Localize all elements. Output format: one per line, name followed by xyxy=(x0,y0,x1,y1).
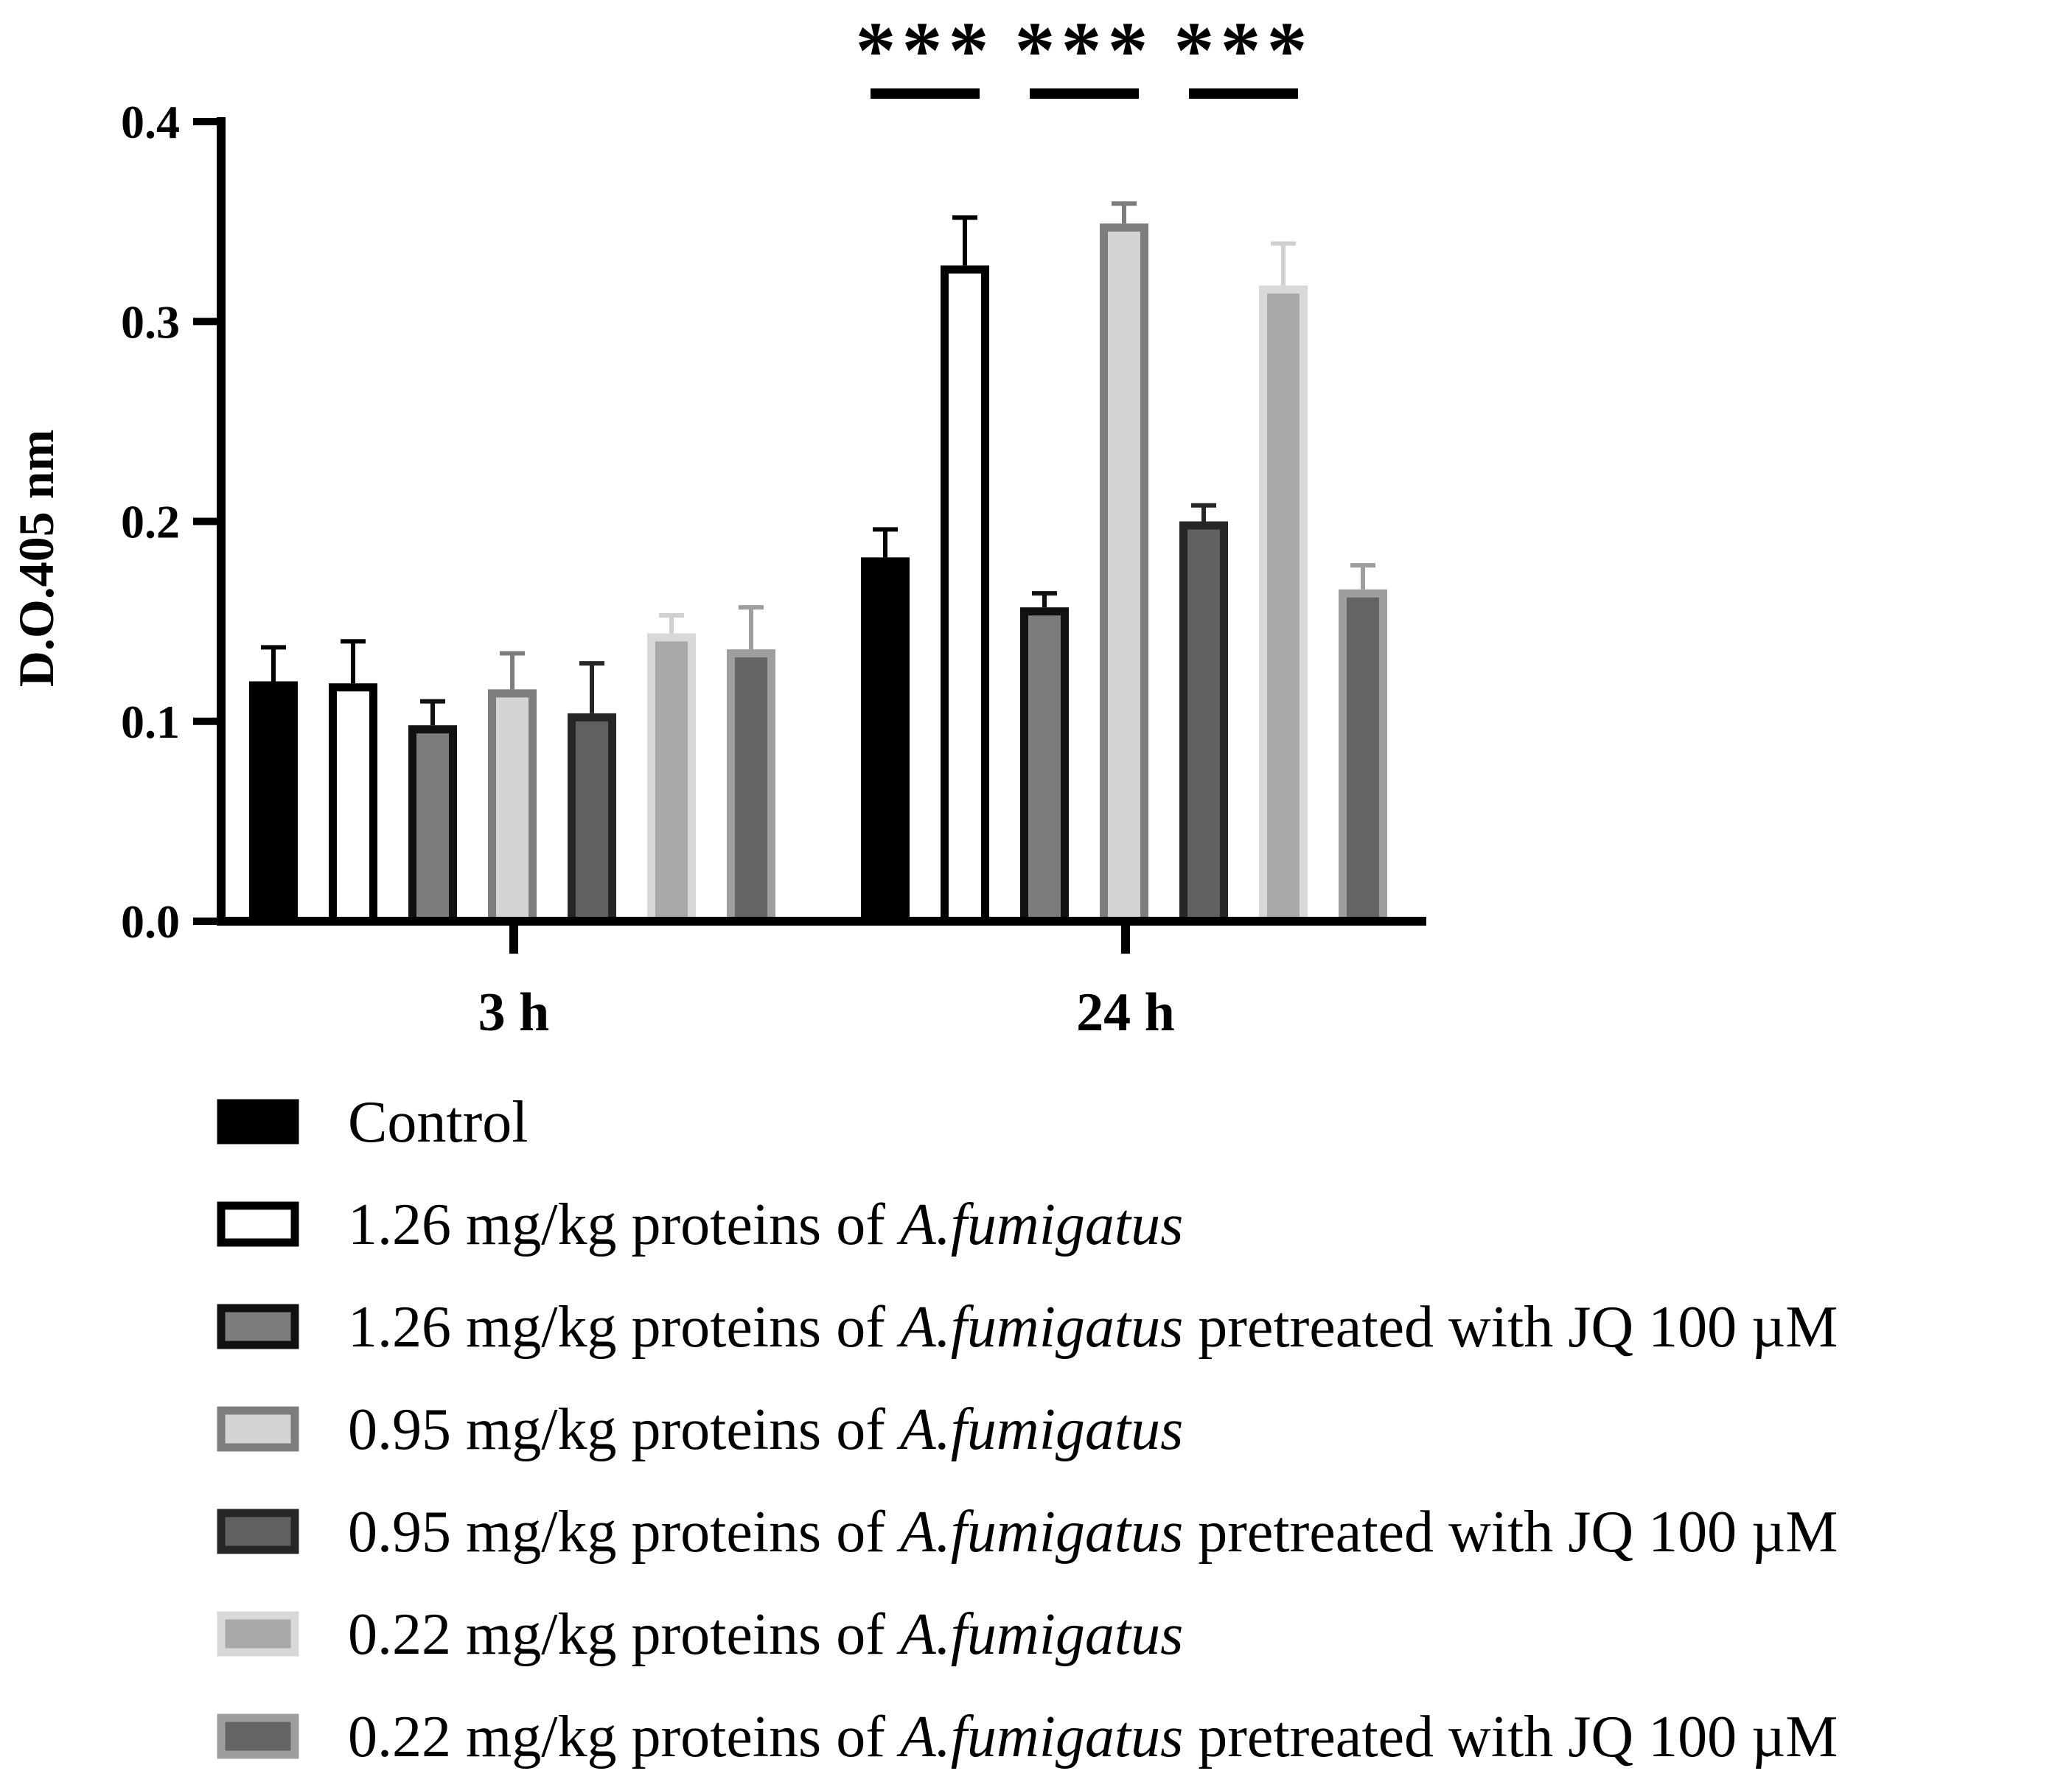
bar xyxy=(647,633,696,926)
plot-area: 0.00.10.20.30.4D.O.405 nm3 h 24 h*** *** **… xyxy=(8,5,1426,1043)
legend-label-species: A.fumigatus xyxy=(896,1500,1183,1565)
legend-label: 0.95 mg/kg proteins of A.fumigatus pretr… xyxy=(348,1500,1838,1565)
legend-label-text: 0.95 mg/kg proteins of xyxy=(348,1500,900,1565)
bar xyxy=(1339,589,1387,926)
legend-swatch xyxy=(217,1304,299,1349)
legend-label-species: A.fumigatus xyxy=(896,1295,1183,1360)
bar xyxy=(1259,285,1308,926)
y-tick-label: 0.0 xyxy=(121,895,180,948)
legend-swatch xyxy=(217,1509,299,1554)
legend-label-suffix: pretreated with JQ 100 µM xyxy=(1183,1295,1838,1360)
legend-label-text: 0.95 mg/kg proteins of xyxy=(348,1397,900,1462)
legend-label: 0.95 mg/kg proteins of A.fumigatus xyxy=(348,1397,1183,1462)
legend-label-species: A.fumigatus xyxy=(896,1397,1183,1462)
legend-label: 0.22 mg/kg proteins of A.fumigatus xyxy=(348,1602,1183,1667)
legend-swatch xyxy=(217,1713,299,1759)
legend-swatch xyxy=(217,1611,299,1657)
bar xyxy=(249,681,298,926)
bar xyxy=(408,725,457,926)
legend-label: 1.26 mg/kg proteins of A.fumigatus xyxy=(348,1192,1183,1257)
bar xyxy=(1020,607,1069,926)
bar xyxy=(488,689,537,926)
legend-label-species: A.fumigatus xyxy=(896,1602,1183,1667)
legend-label-text: Control xyxy=(348,1090,528,1155)
legend-label-suffix: pretreated with JQ 100 µM xyxy=(1183,1705,1838,1769)
bar xyxy=(1100,223,1148,926)
legend-label-species: A.fumigatus xyxy=(896,1705,1183,1769)
legend-swatch xyxy=(217,1201,299,1247)
bar xyxy=(329,683,377,926)
x-tick-label: 3 h xyxy=(478,982,550,1043)
legend-label: Control xyxy=(348,1090,528,1155)
legend-label-suffix: pretreated with JQ 100 µM xyxy=(1183,1500,1838,1565)
legend: Control 1.26 mg/kg proteins of A.fumigatu… xyxy=(217,1090,1838,1769)
bar xyxy=(1179,521,1228,926)
legend-label-text: 0.22 mg/kg proteins of xyxy=(348,1602,900,1667)
y-axis-title: D.O.405 nm xyxy=(8,430,64,687)
significance-label: *** xyxy=(1015,5,1154,95)
significance-label: *** xyxy=(1174,5,1314,95)
bar xyxy=(941,265,989,926)
y-tick-label: 0.3 xyxy=(121,296,180,348)
bar xyxy=(861,557,910,926)
y-tick-label: 0.4 xyxy=(121,96,180,148)
x-tick-label: 24 h xyxy=(1076,982,1175,1043)
legend-label: 1.26 mg/kg proteins of A.fumigatus pretr… xyxy=(348,1295,1838,1360)
legend-label-text: 1.26 mg/kg proteins of xyxy=(348,1192,900,1257)
legend-swatch xyxy=(217,1099,299,1145)
legend-label: 0.22 mg/kg proteins of A.fumigatus pretr… xyxy=(348,1705,1838,1769)
y-tick-label: 0.1 xyxy=(121,696,180,748)
significance-label: *** xyxy=(856,5,995,95)
bar xyxy=(568,713,616,926)
y-tick-label: 0.2 xyxy=(121,496,180,548)
legend-label-text: 1.26 mg/kg proteins of xyxy=(348,1295,900,1360)
bar xyxy=(727,649,775,926)
legend-swatch xyxy=(217,1406,299,1452)
legend-label-text: 0.22 mg/kg proteins of xyxy=(348,1705,900,1769)
legend-label-species: A.fumigatus xyxy=(896,1192,1183,1257)
